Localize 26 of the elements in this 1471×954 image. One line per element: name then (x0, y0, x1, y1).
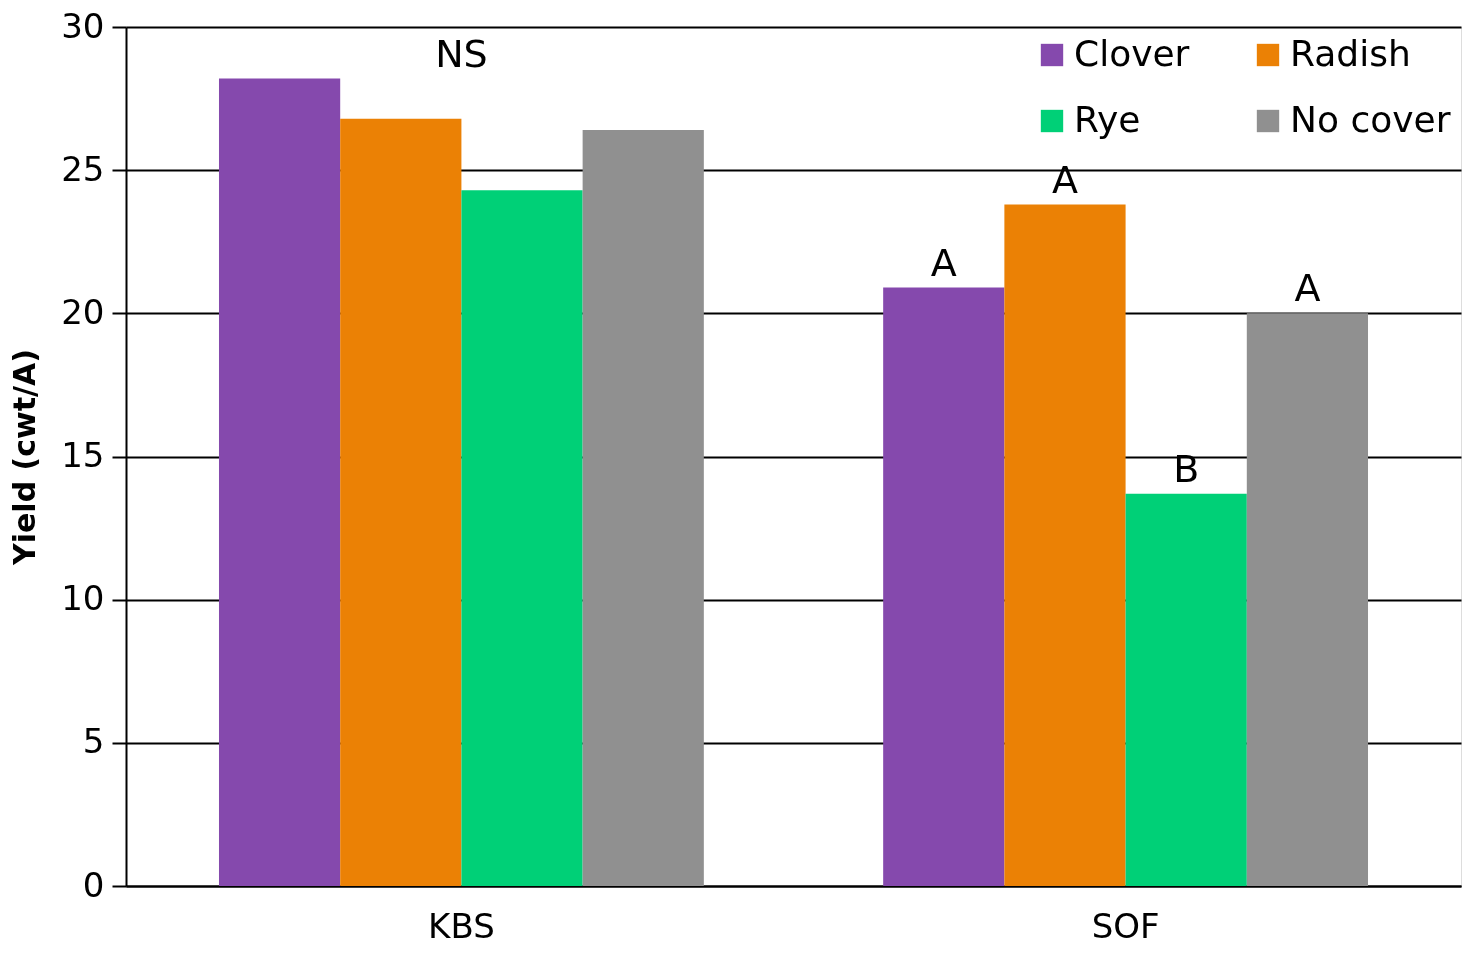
y-axis-title: Yield (cwt/A) (7, 349, 43, 566)
y-tick-label: 30 (61, 5, 105, 46)
bar (1246, 313, 1369, 886)
bar (461, 190, 583, 886)
annotation: A (1051, 157, 1078, 202)
y-tick-label: 5 (82, 721, 105, 762)
bar (1004, 204, 1126, 886)
x-tick-label: SOF (1091, 905, 1160, 946)
legend-label: Rye (1074, 99, 1141, 140)
x-tick-label: KBS (428, 905, 495, 946)
y-tick-label: 20 (61, 291, 105, 332)
y-tick-label: 0 (82, 864, 105, 905)
y-tick-label: 25 (61, 148, 105, 189)
y-tick-label: 10 (61, 578, 105, 619)
legend-label: No cover (1290, 99, 1451, 140)
bar (582, 130, 704, 886)
annotation: A (1294, 266, 1321, 311)
legend-label: Clover (1074, 33, 1190, 74)
annotation: NS (435, 31, 488, 76)
bar (340, 118, 462, 886)
bar (883, 287, 1005, 886)
bar (1125, 493, 1247, 886)
bar (218, 78, 341, 886)
annotation: A (930, 240, 957, 285)
y-tick-label: 15 (61, 435, 105, 475)
legend-label: Radish (1290, 33, 1411, 74)
